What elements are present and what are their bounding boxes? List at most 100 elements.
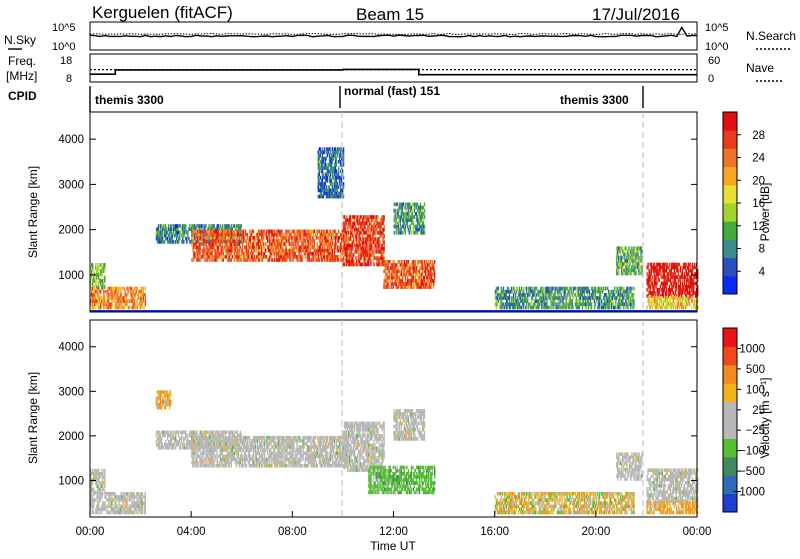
radar-cell <box>231 252 232 256</box>
radar-cell <box>97 498 98 502</box>
radar-cell <box>318 160 319 164</box>
radar-cell <box>377 215 378 219</box>
radar-cell <box>361 256 362 260</box>
radar-cell <box>497 290 498 294</box>
radar-cell <box>573 306 574 310</box>
radar-cell <box>113 505 114 509</box>
radar-cell <box>424 212 425 216</box>
radar-cell <box>213 246 214 250</box>
radar-cell <box>367 250 368 254</box>
radar-cell <box>135 296 136 300</box>
radar-cell <box>393 285 394 289</box>
radar-cell <box>424 203 425 207</box>
radar-cell <box>234 233 235 237</box>
radar-cell <box>328 173 329 177</box>
radar-cell <box>669 266 670 270</box>
radar-cell <box>193 258 194 262</box>
radar-cell <box>241 255 242 259</box>
radar-cell <box>336 160 337 164</box>
radar-cell <box>530 287 531 291</box>
radar-cell <box>172 234 173 238</box>
radar-cell <box>353 253 354 257</box>
radar-cell <box>648 303 649 307</box>
radar-cell <box>576 287 577 291</box>
radar-cell <box>343 185 344 189</box>
radar-cell <box>578 290 579 294</box>
radar-cell <box>338 258 339 262</box>
radar-cell <box>358 228 359 232</box>
radar-cell <box>247 233 248 237</box>
radar-cell <box>352 247 353 251</box>
radar-cell <box>99 266 100 270</box>
radar-cell <box>414 209 415 213</box>
radar-cell <box>95 282 96 286</box>
radar-cell <box>315 233 316 237</box>
radar-cell <box>293 230 294 234</box>
radar-cell <box>248 252 249 256</box>
radar-cell <box>186 237 187 241</box>
colorbar-swatch <box>723 148 737 167</box>
radar-cell <box>251 233 252 237</box>
radar-cell <box>314 239 315 243</box>
radar-cell <box>145 296 146 300</box>
radar-cell <box>297 242 298 246</box>
radar-cell <box>373 263 374 267</box>
radar-cell <box>199 230 200 234</box>
radar-cell <box>326 185 327 189</box>
radar-cell <box>424 209 425 213</box>
radar-cell <box>314 230 315 234</box>
radar-cell <box>688 299 689 303</box>
radar-cell <box>374 234 375 238</box>
radar-cell <box>136 511 137 515</box>
radar-cell <box>688 266 689 270</box>
radar-cell <box>336 163 337 167</box>
radar-cell <box>569 306 570 310</box>
radar-cell <box>685 296 686 300</box>
radar-cell <box>379 228 380 232</box>
radar-cell <box>669 263 670 267</box>
radar-cell <box>376 228 377 232</box>
radar-cell <box>318 252 319 256</box>
radar-cell <box>521 306 522 310</box>
radar-cell <box>322 170 323 174</box>
radar-cell <box>509 299 510 303</box>
y-tick-label: 2000 <box>58 225 84 237</box>
radar-cell <box>194 224 195 228</box>
radar-cell <box>381 234 382 238</box>
radar-cell <box>333 176 334 180</box>
radar-cell <box>314 246 315 250</box>
radar-cell <box>629 265 630 269</box>
radar-cell <box>291 239 292 243</box>
radar-cell <box>554 290 555 294</box>
radar-cell <box>615 299 616 303</box>
radar-cell <box>368 228 369 232</box>
radar-cell <box>95 263 96 267</box>
colorbar-swatch <box>723 185 737 204</box>
radar-cell <box>290 258 291 262</box>
radar-cell <box>343 154 344 158</box>
radar-cell <box>635 269 636 273</box>
radar-cell <box>363 228 364 232</box>
radar-cell <box>249 255 250 259</box>
radar-cell <box>213 224 214 228</box>
radar-cell <box>360 244 361 248</box>
noise-right-tick-low: 10^0 <box>705 41 729 53</box>
radar-cell <box>513 293 514 297</box>
radar-cell <box>406 273 407 277</box>
colorbar-swatch <box>723 167 737 186</box>
radar-cell <box>332 192 333 196</box>
radar-cell <box>237 246 238 250</box>
radar-cell <box>433 282 434 286</box>
radar-cell <box>686 263 687 267</box>
radar-cell <box>373 250 374 254</box>
noise-panel: N.Sky 10^5 10^0 10^5 10^0 N.Search <box>4 22 796 53</box>
radar-cell <box>199 236 200 240</box>
radar-cell <box>415 263 416 267</box>
colorbar-tick-label: 8 <box>759 244 765 256</box>
radar-cell <box>682 291 683 295</box>
radar-cell <box>199 239 200 243</box>
radar-cell <box>242 246 243 250</box>
radar-cell <box>222 242 223 246</box>
radar-cell <box>331 179 332 183</box>
